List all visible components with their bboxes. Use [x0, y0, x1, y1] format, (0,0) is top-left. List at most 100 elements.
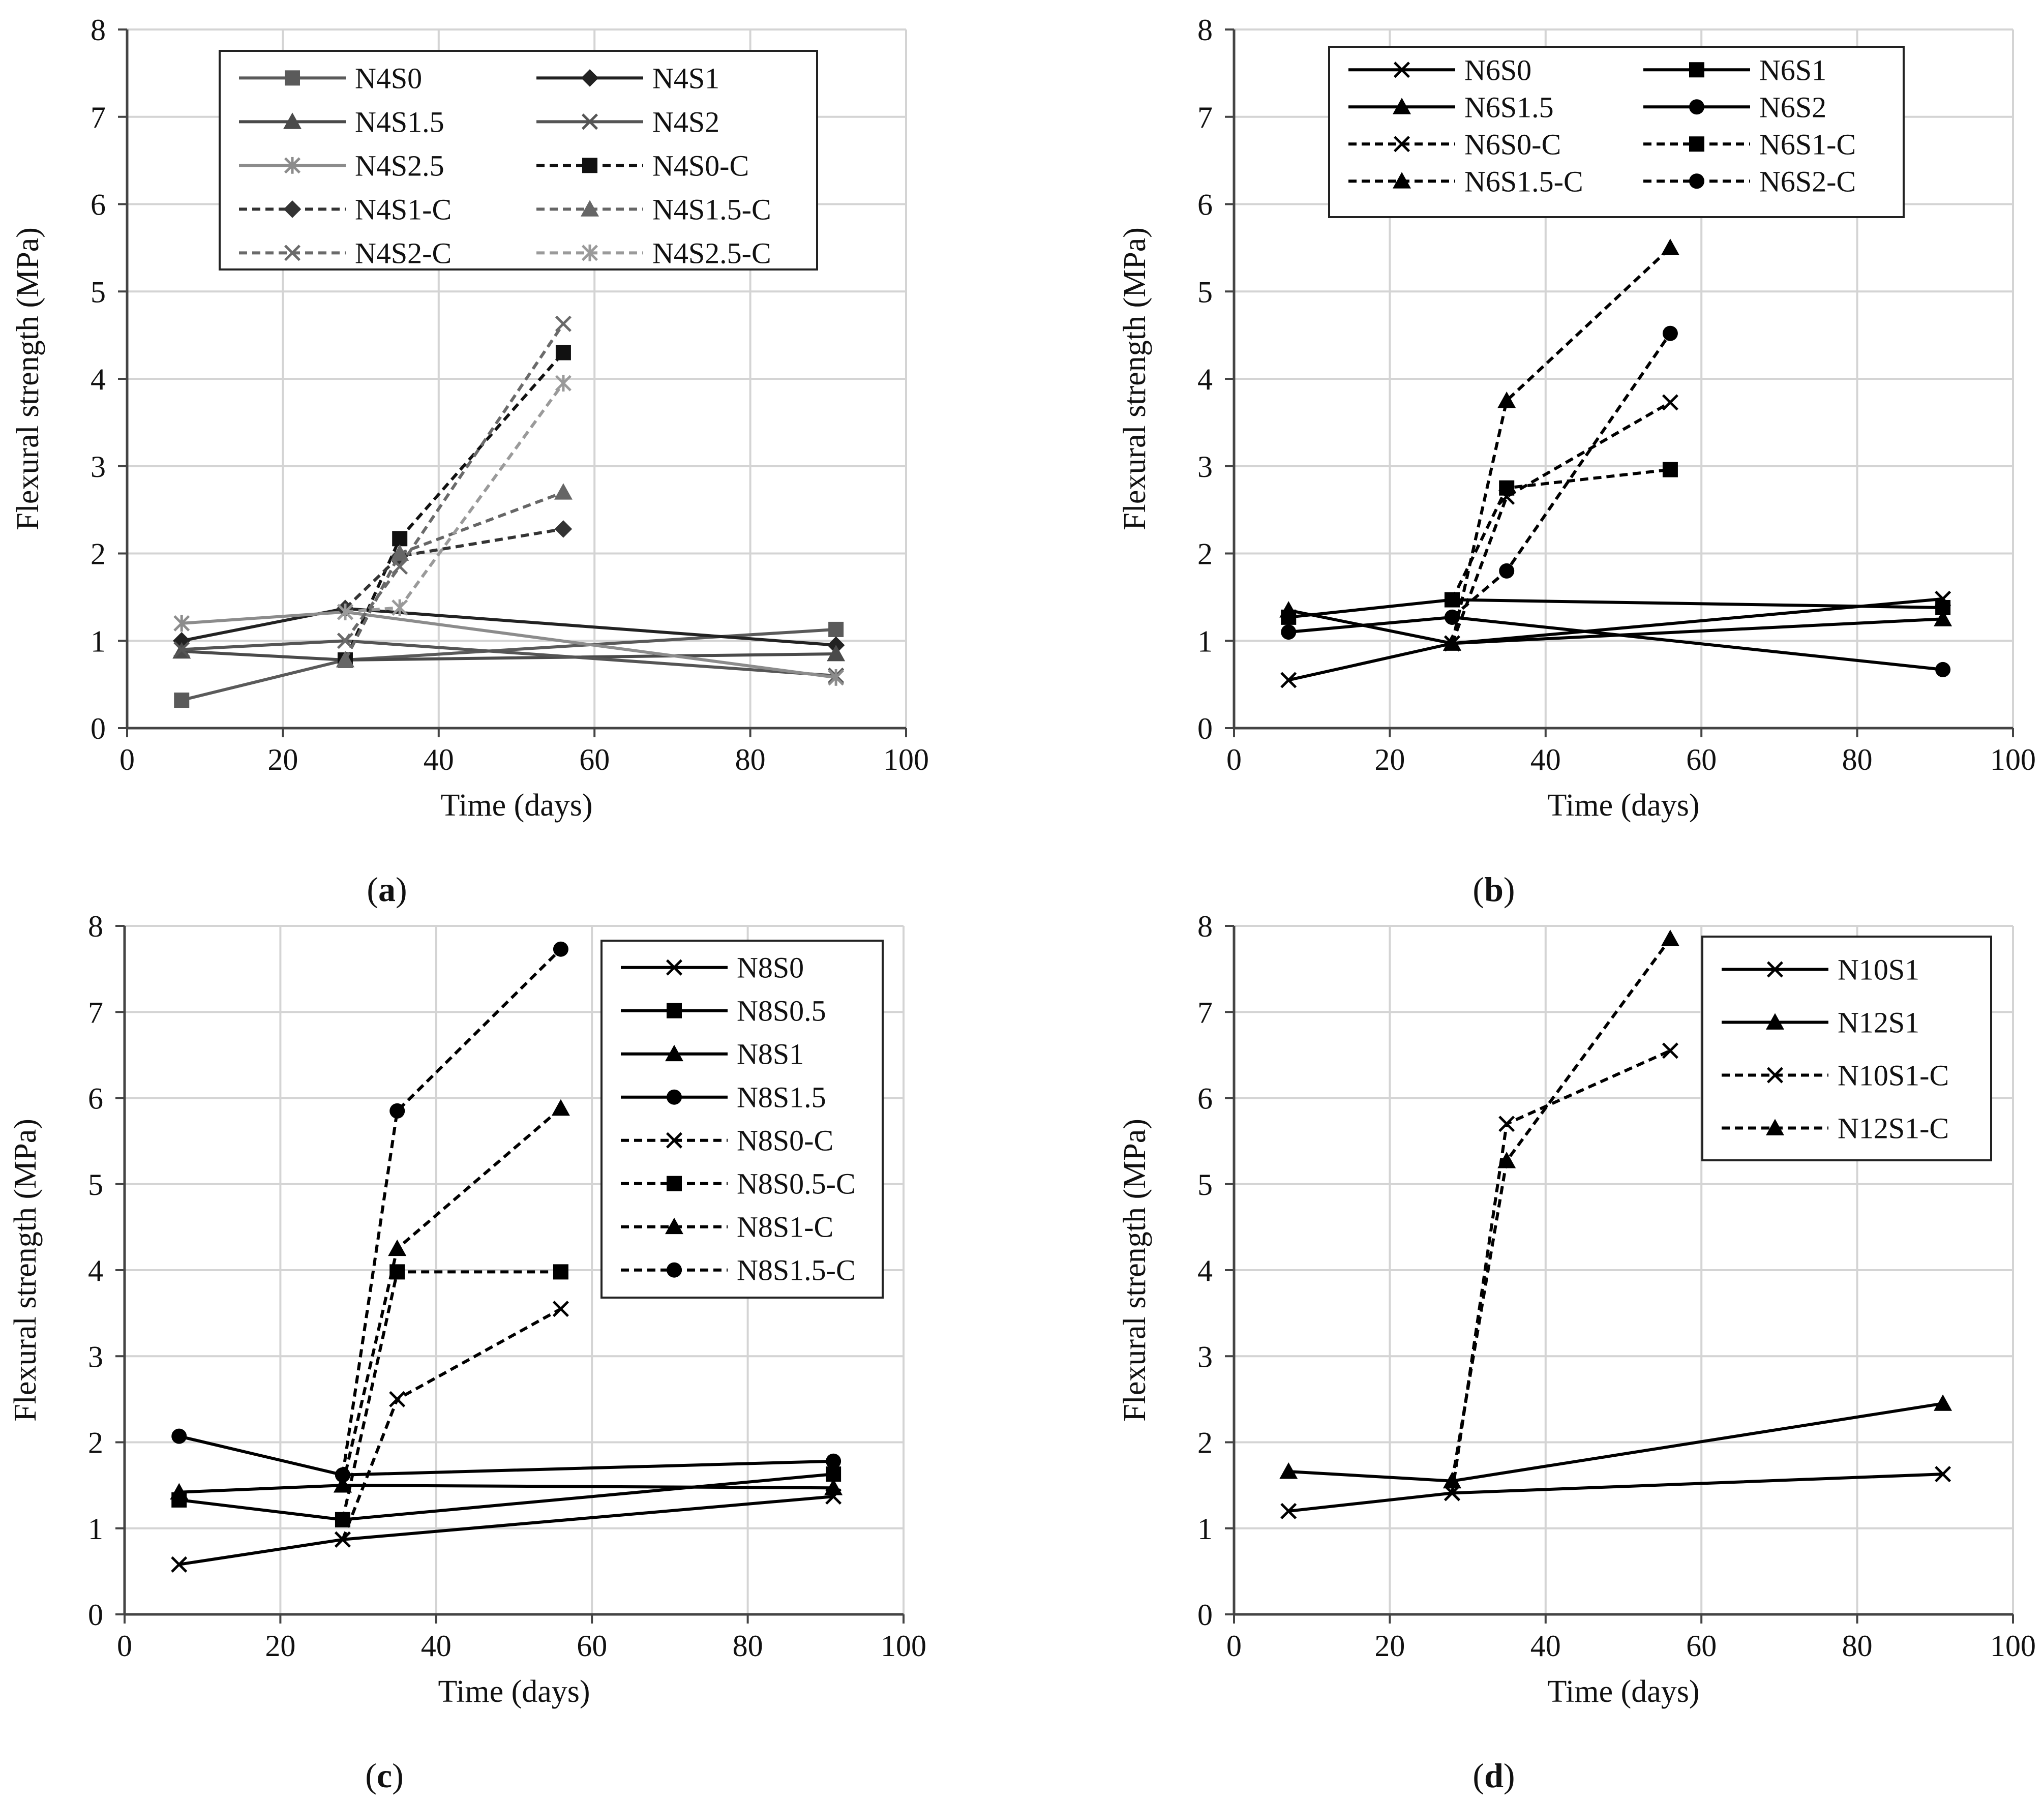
legend-label: N12S1	[1838, 1006, 1919, 1039]
x-axis-title: Time (days)	[440, 788, 592, 823]
data-point	[171, 1556, 188, 1573]
legend-swatch-marker	[283, 112, 302, 129]
panel-caption: (a)	[367, 870, 407, 909]
series-N12S1-C	[1442, 929, 1679, 1489]
legend-label: N8S1.5	[737, 1081, 826, 1114]
legend: N4S0 N4S1 N4S1.5 N4S2 N4S2.5 N4S0-C N4S1-C N4S1…	[219, 50, 818, 271]
caption-open: (	[365, 1756, 377, 1795]
legend-label: N6S0-C	[1464, 128, 1561, 161]
legend-label: N4S2	[652, 105, 719, 138]
series-line	[341, 948, 562, 1476]
legend-entry: N6S2	[1643, 91, 1826, 124]
data-point	[1280, 672, 1297, 688]
y-tick-label: 0	[1197, 1598, 1213, 1632]
chart-panel-b: 0 20 40 60 80 100 0 1 2 3 4 5 6 7 8 Time (days) Flexural…	[1118, 13, 2036, 909]
caption-close: )	[392, 1756, 404, 1795]
data-point	[1661, 929, 1679, 946]
y-tick-label: 5	[88, 1168, 103, 1202]
legend-swatch-marker	[1766, 961, 1784, 978]
data-point	[1279, 601, 1298, 618]
x-tick-label: 60	[577, 1629, 607, 1663]
y-tick-label: 8	[1197, 910, 1213, 943]
y-tick-label: 8	[88, 910, 103, 943]
series-N6S1-C	[1444, 462, 1678, 608]
series-N6S1.5-C	[1442, 238, 1679, 651]
legend-swatch-marker	[667, 1003, 682, 1018]
data-point	[553, 941, 568, 957]
y-tick-label: 6	[1197, 188, 1213, 222]
series-N8S1-C	[333, 1099, 570, 1493]
legend-label: N4S0	[355, 62, 422, 95]
data-point	[1499, 563, 1515, 579]
legend-label: N4S1.5	[355, 105, 444, 138]
legend-label: N6S2	[1759, 91, 1826, 124]
y-tick-label: 0	[88, 1598, 103, 1632]
legend-entry: N8S1	[621, 1038, 804, 1071]
data-point	[1662, 325, 1678, 341]
series-N8S1.5	[171, 1428, 841, 1483]
x-tick-label: 100	[881, 1629, 926, 1663]
legend-label: N6S1-C	[1759, 128, 1856, 161]
legend-label: N8S1.5-C	[737, 1254, 856, 1287]
data-point	[555, 345, 571, 361]
legend-entry: N6S1.5-C	[1348, 165, 1583, 198]
x-axis-title: Time (days)	[1547, 788, 1699, 823]
x-tick-label: 20	[265, 1629, 295, 1663]
data-point	[555, 375, 572, 392]
data-point	[553, 1264, 568, 1280]
legend-entry: N10S1	[1722, 953, 1919, 986]
legend-swatch-marker	[1689, 99, 1704, 115]
legend-label: N8S0.5	[737, 995, 826, 1028]
legend-label: N8S0.5-C	[737, 1167, 856, 1200]
series-line	[1451, 401, 1671, 644]
legend-label: N4S2-C	[355, 236, 452, 269]
caption-letter: a	[378, 870, 396, 909]
series-N10S1-C	[1444, 1042, 1678, 1501]
legend-entry: N6S2-C	[1643, 165, 1856, 198]
legend-swatch-marker	[582, 158, 597, 173]
x-tick-label: 80	[735, 743, 766, 776]
legend-entry: N12S1-C	[1722, 1112, 1949, 1145]
legend-swatch-marker	[666, 959, 683, 976]
y-tick-label: 7	[1197, 101, 1213, 134]
series-N8S0-C	[334, 1301, 569, 1548]
data-point	[555, 315, 572, 332]
series-N4S1.5-C	[336, 483, 573, 668]
series-line	[341, 1107, 562, 1486]
legend-swatch-marker	[665, 1217, 683, 1235]
data-point	[336, 651, 354, 668]
x-tick-label: 20	[1374, 1629, 1405, 1663]
data-point	[392, 558, 408, 575]
legend-swatch-marker	[1689, 173, 1704, 189]
legend-entry: N6S1	[1643, 53, 1826, 86]
series-line	[1451, 332, 1672, 619]
legend-swatch-marker	[667, 1176, 682, 1191]
data-point	[334, 1531, 351, 1548]
legend-swatch-marker	[1689, 136, 1704, 152]
legend-label: N6S0	[1464, 53, 1531, 86]
y-tick-label: 0	[91, 712, 106, 745]
data-point	[1934, 610, 1952, 626]
y-tick-label: 2	[88, 1426, 103, 1460]
data-point	[392, 599, 408, 616]
legend-entry: N4S1.5	[239, 105, 444, 138]
legend-swatch-marker	[666, 1132, 683, 1149]
x-tick-label: 20	[1374, 743, 1405, 776]
legend-box	[1328, 46, 1905, 218]
chart-panel-d: 0 20 40 60 80 100 0 1 2 3 4 5 6 7 8 Time (days) Flexural…	[1118, 910, 2036, 1795]
legend-swatch-marker	[284, 245, 301, 261]
y-tick-label: 2	[1197, 1426, 1213, 1460]
data-point	[388, 1239, 407, 1256]
data-point	[335, 1467, 350, 1483]
legend-swatch-marker	[581, 69, 599, 87]
legend-label: N4S0-C	[652, 149, 749, 182]
data-point	[390, 544, 409, 561]
legend: N8S0 N8S0.5 N8S1 N8S1.5 N8S0-C N8S0.5-C N8S1-C…	[600, 940, 884, 1299]
data-point	[554, 520, 573, 538]
data-point	[392, 531, 408, 547]
series-line	[344, 527, 564, 610]
data-point	[1442, 1471, 1461, 1489]
series-N4S0-C	[337, 345, 571, 668]
y-tick-label: 7	[1197, 996, 1213, 1029]
series-N4S2-C	[337, 315, 572, 649]
